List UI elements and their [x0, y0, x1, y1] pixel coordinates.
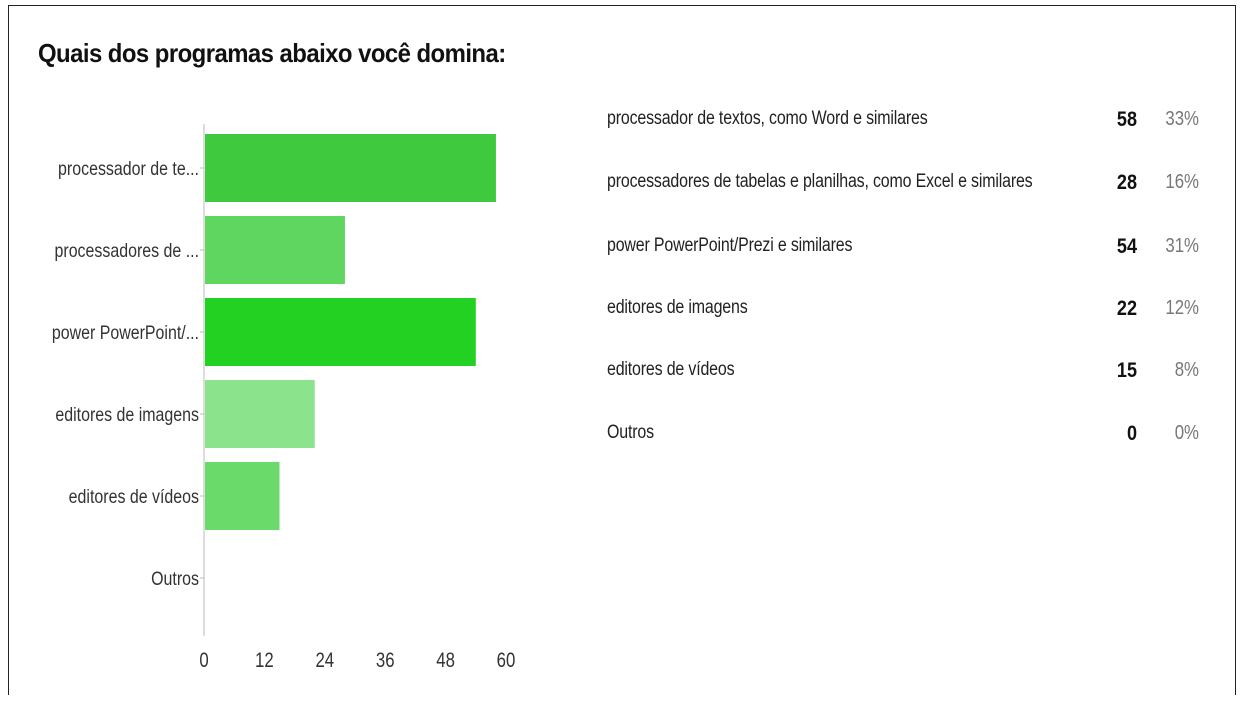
y-tick-label: editores de imagens — [55, 404, 199, 426]
x-tick-label: 48 — [436, 649, 455, 672]
x-tick-label: 60 — [497, 649, 516, 672]
x-tick-label: 24 — [315, 649, 334, 672]
summary-label: Outros — [607, 422, 654, 443]
y-tick-label: processadores de ... — [55, 240, 199, 262]
summary-count: 22 — [1116, 297, 1137, 320]
bar — [205, 298, 476, 366]
summary-percent: 12% — [1165, 297, 1199, 319]
y-tick-label: editores de vídeos — [69, 486, 200, 508]
summary-count: 28 — [1116, 171, 1137, 194]
summary-count: 54 — [1116, 235, 1137, 258]
y-tick-label: power PowerPoint/... — [52, 322, 199, 344]
x-tick-label: 36 — [376, 649, 395, 672]
y-tick-label: Outros — [151, 568, 199, 590]
summary-label: editores de imagens — [607, 297, 748, 318]
summary-label: power PowerPoint/Prezi e similares — [607, 235, 853, 256]
summary-percent: 31% — [1165, 235, 1199, 257]
summary-label: processadores de tabelas e planilhas, co… — [607, 171, 1033, 192]
bar — [205, 134, 496, 202]
summary-count: 0 — [1126, 422, 1137, 445]
summary-count: 58 — [1116, 108, 1137, 131]
summary-label: processador de textos, como Word e simil… — [607, 108, 928, 129]
y-tick-label: processador de te... — [58, 158, 199, 180]
summary-percent: 0% — [1174, 422, 1199, 444]
summary-count: 15 — [1116, 359, 1137, 382]
x-tick-label: 12 — [255, 649, 274, 672]
bar — [205, 462, 280, 530]
bar — [205, 216, 345, 284]
summary-percent: 8% — [1174, 359, 1199, 381]
chart-title: Quais dos programas abaixo você domina: — [38, 38, 506, 68]
bar — [205, 380, 315, 448]
summary-label: editores de vídeos — [607, 359, 735, 380]
summary-percent: 16% — [1165, 171, 1199, 193]
summary-percent: 33% — [1165, 108, 1199, 130]
x-tick-label: 0 — [199, 649, 208, 672]
chart-frame — [8, 5, 1236, 695]
